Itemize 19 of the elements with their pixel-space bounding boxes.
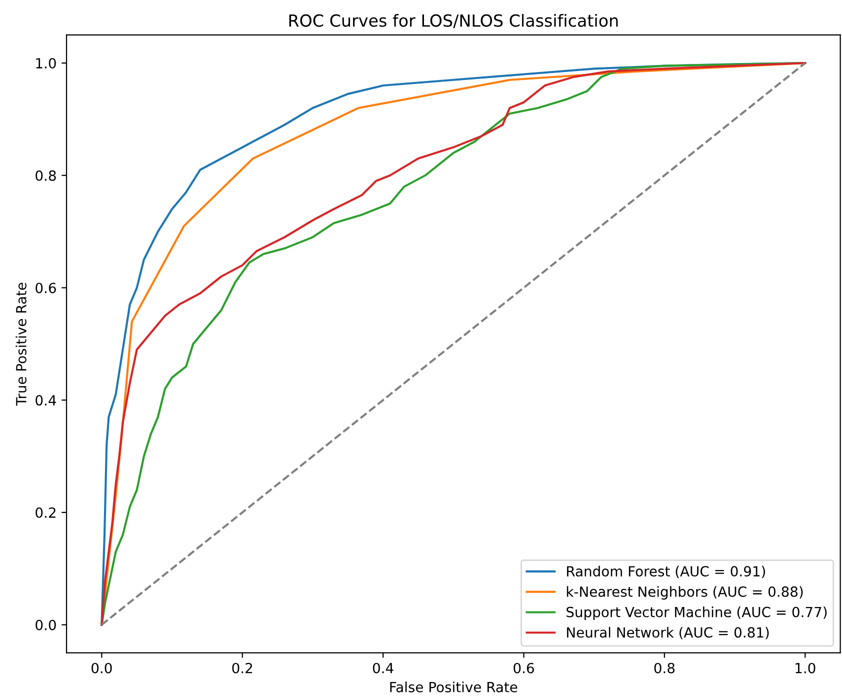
y-tick-label: 1.0: [36, 58, 56, 69]
legend-label: k-Nearest Neighbors (AUC = 0.88): [566, 586, 803, 600]
y-tick-label: 0.0: [36, 620, 56, 630]
x-axis-title: False Positive Rate: [390, 682, 518, 692]
y-tick-label: 0.4: [36, 395, 56, 406]
x-tick-label: 0.0: [92, 662, 112, 674]
x-tick-label: 0.8: [654, 662, 675, 674]
legend-label: Random Forest (AUC = 0.91): [567, 566, 766, 578]
y-tick-label: 0.8: [36, 170, 56, 181]
x-tick-label: 0.6: [514, 662, 534, 674]
y-tick-label: 0.2: [36, 507, 56, 518]
x-tick-label: 1.0: [796, 662, 816, 674]
y-tick-label: 0.6: [36, 282, 56, 294]
x-tick-label: 0.4: [372, 662, 394, 674]
chart-title: ROC Curves for LOS/NLOS Classification: [289, 14, 618, 28]
legend-label: Neural Network (AUC = 0.81): [567, 626, 769, 640]
y-axis-title: True Positive Rate: [16, 282, 26, 406]
x-tick-label: 0.2: [232, 662, 252, 674]
legend-label: Support Vector Machine (AUC = 0.77): [566, 606, 827, 620]
